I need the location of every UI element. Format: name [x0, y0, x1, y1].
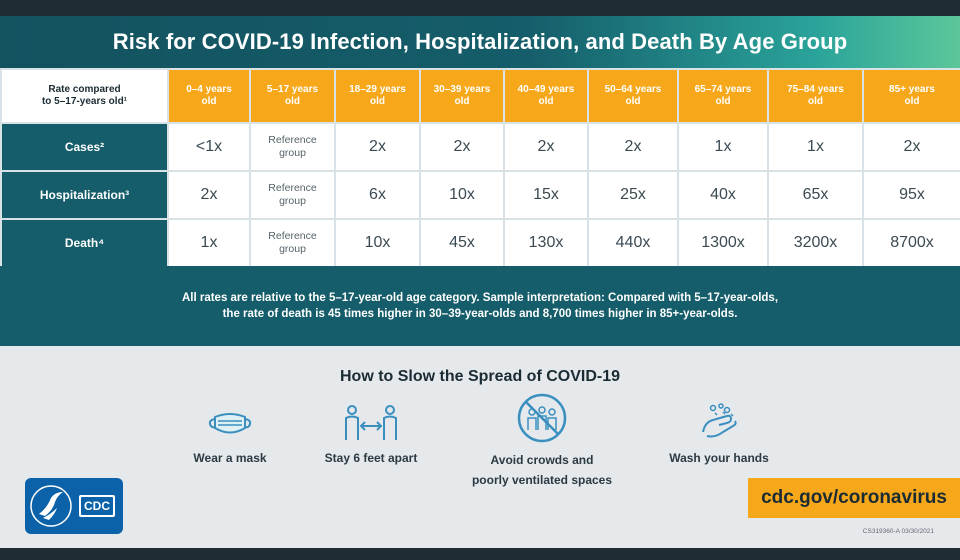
reference-line-1: Reference	[268, 134, 317, 146]
rate-cell: 10x	[334, 218, 421, 268]
age-label: 5–17 years	[266, 84, 319, 95]
reference-line-2: group	[279, 195, 306, 207]
tip-label: Stay 6 feet apart	[324, 451, 418, 465]
tip-label-line-1: Avoid crowds and	[490, 453, 594, 467]
reference-cell: Reference group	[249, 170, 336, 220]
rate-cell: 6x	[334, 170, 421, 220]
age-label-suffix: old	[625, 96, 641, 107]
title-banner: Risk for COVID-19 Infection, Hospitaliza…	[0, 16, 960, 68]
rate-cell: 3200x	[767, 218, 864, 268]
infographic: Risk for COVID-19 Infection, Hospitaliza…	[0, 16, 960, 548]
rate-cell: 440x	[587, 218, 679, 268]
tip-label-line-2: poorly ventilated spaces	[471, 473, 613, 487]
age-label: 65–74 years	[694, 84, 752, 95]
reference-cell: Reference group	[249, 122, 336, 172]
rate-cell: 1x	[767, 122, 864, 172]
row-label: Hospitalization³	[0, 170, 169, 220]
age-header: 65–74 years old	[677, 68, 769, 124]
rate-cell: 2x	[587, 122, 679, 172]
hhs-eagle-icon	[30, 485, 115, 527]
rate-cell: 1x	[167, 218, 251, 268]
note-line-1: All rates are relative to the 5–17-year-…	[181, 292, 779, 304]
rate-cell: 1300x	[677, 218, 769, 268]
row-label: Cases²	[0, 122, 169, 172]
rate-cell: 2x	[862, 122, 960, 172]
age-label-suffix: old	[808, 96, 823, 107]
rate-cell: 45x	[419, 218, 505, 268]
age-label: 30–39 years	[433, 84, 491, 95]
row-label: Death⁴	[0, 218, 169, 268]
document-code: CS319360-A 03/30/2021	[862, 528, 934, 535]
cdc-logo-text: CDC	[84, 499, 110, 513]
age-label: 18–29 years	[349, 84, 406, 95]
rate-cell: 2x	[167, 170, 251, 220]
age-header: 30–39 years old	[419, 68, 505, 124]
tip-label: Wear a mask	[193, 451, 267, 465]
interpretation-note: All rates are relative to the 5–17-year-…	[0, 266, 960, 346]
tip-avoid-crowds: Avoid crowds and poorly ventilated space…	[457, 393, 627, 490]
age-label: 75–84 years	[787, 84, 844, 95]
age-label: 0–4 years	[186, 84, 232, 95]
rate-cell: 8700x	[862, 218, 960, 268]
age-header: 0–4 years old	[167, 68, 251, 124]
distance-icon	[345, 405, 397, 440]
age-header: 75–84 years old	[767, 68, 864, 124]
header-row: Rate compared to 5–17-years old¹ 0–4 yea…	[0, 68, 960, 124]
crowd-icon	[517, 393, 567, 443]
tip-label: Avoid crowds and poorly ventilated space…	[457, 450, 627, 490]
note-line-2: the rate of death is 45 times higher in …	[222, 308, 738, 320]
prevention-heading: How to Slow the Spread of COVID-19	[339, 368, 621, 385]
age-header: 50–64 years old	[587, 68, 679, 124]
reference-cell: Reference group	[249, 218, 336, 268]
table-row-cases: Cases² <1x Reference group 2x 2x 2x 2x 1x…	[0, 122, 960, 172]
rate-cell: 95x	[862, 170, 960, 220]
age-label: 85+ years	[889, 84, 935, 95]
age-label-suffix: old	[538, 96, 554, 107]
age-label-suffix: old	[454, 96, 470, 107]
reference-line-1: Reference	[268, 230, 317, 242]
reference-line-2: group	[279, 147, 306, 159]
age-header: 40–49 years old	[503, 68, 589, 124]
cdc-logo: CDC	[25, 478, 123, 534]
reference-line-2: group	[279, 243, 306, 255]
handwash-icon	[702, 403, 737, 438]
website-link[interactable]: cdc.gov/coronavirus	[748, 478, 960, 518]
age-header: 18–29 years old	[334, 68, 421, 124]
rate-cell: 2x	[419, 122, 505, 172]
corner-line-2: to 5–17-years old¹	[41, 96, 128, 107]
risk-table: Rate compared to 5–17-years old¹ 0–4 yea…	[0, 68, 960, 268]
rate-cell: 1x	[677, 122, 769, 172]
rate-cell: <1x	[167, 122, 251, 172]
age-label: 40–49 years	[517, 84, 575, 95]
rate-cell: 40x	[677, 170, 769, 220]
age-label-suffix: old	[201, 96, 217, 107]
rate-cell: 2x	[503, 122, 589, 172]
age-label: 50–64 years	[604, 84, 662, 95]
age-label-suffix: old	[904, 96, 920, 107]
age-header: 5–17 years old	[249, 68, 336, 124]
tip-wash-hands: Wash your hands	[634, 403, 804, 468]
tip-stay-apart: Stay 6 feet apart	[286, 404, 456, 468]
prevention-section: How to Slow the Spread of COVID-19 Wear …	[0, 346, 960, 548]
corner-header: Rate compared to 5–17-years old¹	[0, 68, 169, 124]
website-url[interactable]: cdc.gov/coronavirus	[761, 487, 947, 508]
age-label-suffix: old	[715, 96, 731, 107]
rate-cell: 25x	[587, 170, 679, 220]
table-row-hospitalization: Hospitalization³ 2x Reference group 6x 10…	[0, 170, 960, 220]
tip-wear-mask: Wear a mask	[145, 404, 315, 468]
rate-cell: 65x	[767, 170, 864, 220]
mask-icon	[208, 413, 252, 434]
tip-label: Wash your hands	[669, 451, 769, 465]
age-label-suffix: old	[285, 96, 300, 107]
age-label-suffix: old	[370, 96, 385, 107]
page-title: Risk for COVID-19 Infection, Hospitaliza…	[112, 29, 848, 54]
table-row-death: Death⁴ 1x Reference group 10x 45x 130x 44…	[0, 218, 960, 268]
corner-line-1: Rate compared	[48, 84, 121, 95]
rate-cell: 2x	[334, 122, 421, 172]
age-header: 85+ years old	[862, 68, 960, 124]
reference-line-1: Reference	[268, 182, 317, 194]
rate-cell: 15x	[503, 170, 589, 220]
rate-cell: 10x	[419, 170, 505, 220]
rate-cell: 130x	[503, 218, 589, 268]
